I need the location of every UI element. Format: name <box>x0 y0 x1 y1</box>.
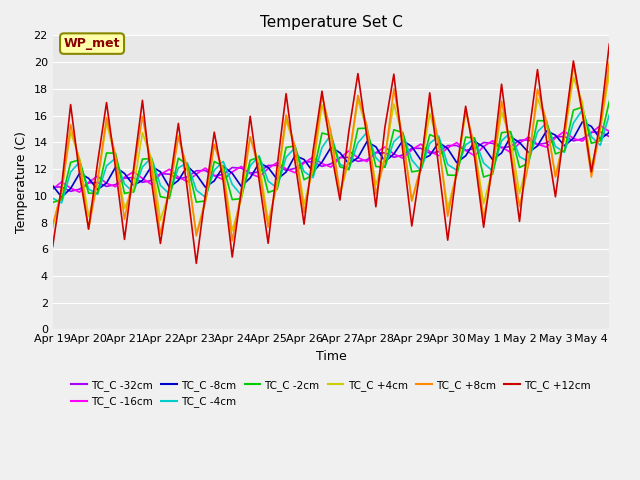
TC_C -16cm <box>605 129 613 134</box>
TC_C +12cm <box>228 254 236 260</box>
TC_C -32cm <box>228 165 236 170</box>
TC_C +12cm <box>336 197 344 203</box>
TC_C -2cm <box>202 198 209 204</box>
TC_C -16cm <box>76 189 83 195</box>
TC_C +12cm <box>444 237 452 243</box>
TC_C +4cm <box>444 205 452 211</box>
TC_C -16cm <box>336 155 344 161</box>
TC_C +4cm <box>193 231 200 237</box>
TC_C +8cm <box>596 125 604 131</box>
TC_C -8cm <box>49 183 56 189</box>
TC_C -16cm <box>49 186 56 192</box>
TC_C -32cm <box>49 184 56 190</box>
Text: WP_met: WP_met <box>64 37 120 50</box>
TC_C -4cm <box>596 143 604 148</box>
TC_C -8cm <box>211 178 218 184</box>
TC_C +4cm <box>49 225 56 230</box>
TC_C -2cm <box>220 163 227 169</box>
TC_C -32cm <box>211 173 218 179</box>
TC_C +12cm <box>596 119 604 124</box>
TC_C -32cm <box>444 143 452 148</box>
TC_C -32cm <box>336 155 344 160</box>
TC_C +12cm <box>193 261 200 266</box>
TC_C -2cm <box>435 135 443 141</box>
TC_C +8cm <box>444 214 452 219</box>
TC_C +8cm <box>605 60 613 65</box>
TC_C +8cm <box>318 93 326 98</box>
TC_C +4cm <box>336 192 344 198</box>
TC_C -32cm <box>67 189 74 194</box>
TC_C +4cm <box>596 127 604 132</box>
TC_C +8cm <box>228 238 236 243</box>
TC_C +8cm <box>220 169 227 175</box>
X-axis label: Time: Time <box>316 350 346 363</box>
TC_C -16cm <box>211 173 218 179</box>
TC_C -16cm <box>318 161 326 167</box>
Line: TC_C -2cm: TC_C -2cm <box>52 101 609 203</box>
TC_C -8cm <box>228 170 236 176</box>
TC_C +12cm <box>49 244 56 250</box>
TC_C +8cm <box>336 190 344 195</box>
TC_C -8cm <box>605 130 613 135</box>
TC_C -4cm <box>58 200 65 206</box>
TC_C -2cm <box>49 200 56 205</box>
TC_C -8cm <box>596 136 604 142</box>
Line: TC_C -32cm: TC_C -32cm <box>52 132 609 192</box>
Line: TC_C -16cm: TC_C -16cm <box>52 126 609 192</box>
Line: TC_C +12cm: TC_C +12cm <box>52 44 609 264</box>
TC_C +4cm <box>605 71 613 76</box>
TC_C -2cm <box>596 138 604 144</box>
TC_C -4cm <box>318 144 326 150</box>
TC_C +8cm <box>202 200 209 205</box>
TC_C +12cm <box>318 88 326 94</box>
Line: TC_C -4cm: TC_C -4cm <box>52 110 609 203</box>
Line: TC_C +4cm: TC_C +4cm <box>52 73 609 234</box>
TC_C +8cm <box>49 222 56 228</box>
Line: TC_C -8cm: TC_C -8cm <box>52 122 609 197</box>
TC_C -4cm <box>579 107 586 113</box>
TC_C -8cm <box>444 146 452 152</box>
TC_C -16cm <box>588 130 595 135</box>
TC_C -16cm <box>444 145 452 151</box>
TC_C -4cm <box>605 112 613 118</box>
TC_C +12cm <box>211 129 218 135</box>
TC_C -32cm <box>588 130 595 135</box>
TC_C +4cm <box>211 142 218 147</box>
TC_C -8cm <box>579 119 586 125</box>
Y-axis label: Temperature (C): Temperature (C) <box>15 132 28 233</box>
TC_C -8cm <box>318 159 326 165</box>
TC_C -4cm <box>444 162 452 168</box>
TC_C -2cm <box>327 132 335 138</box>
TC_C -4cm <box>211 168 218 173</box>
TC_C -4cm <box>228 181 236 187</box>
TC_C +4cm <box>318 102 326 108</box>
TC_C +12cm <box>605 41 613 47</box>
TC_C -4cm <box>336 161 344 167</box>
Title: Temperature Set C: Temperature Set C <box>260 15 403 30</box>
TC_C -8cm <box>58 194 65 200</box>
TC_C -2cm <box>605 98 613 104</box>
Legend: TC_C -32cm, TC_C -16cm, TC_C -8cm, TC_C -4cm, TC_C -2cm, TC_C +4cm, TC_C +8cm, T: TC_C -32cm, TC_C -16cm, TC_C -8cm, TC_C … <box>67 376 595 411</box>
TC_C +4cm <box>228 228 236 234</box>
Line: TC_C +8cm: TC_C +8cm <box>52 62 609 240</box>
TC_C -4cm <box>49 195 56 201</box>
TC_C -2cm <box>309 172 317 178</box>
TC_C -8cm <box>336 150 344 156</box>
TC_C -32cm <box>596 129 604 135</box>
TC_C -16cm <box>228 169 236 175</box>
TC_C -16cm <box>596 123 604 129</box>
TC_C -32cm <box>605 134 613 140</box>
TC_C -32cm <box>318 164 326 169</box>
